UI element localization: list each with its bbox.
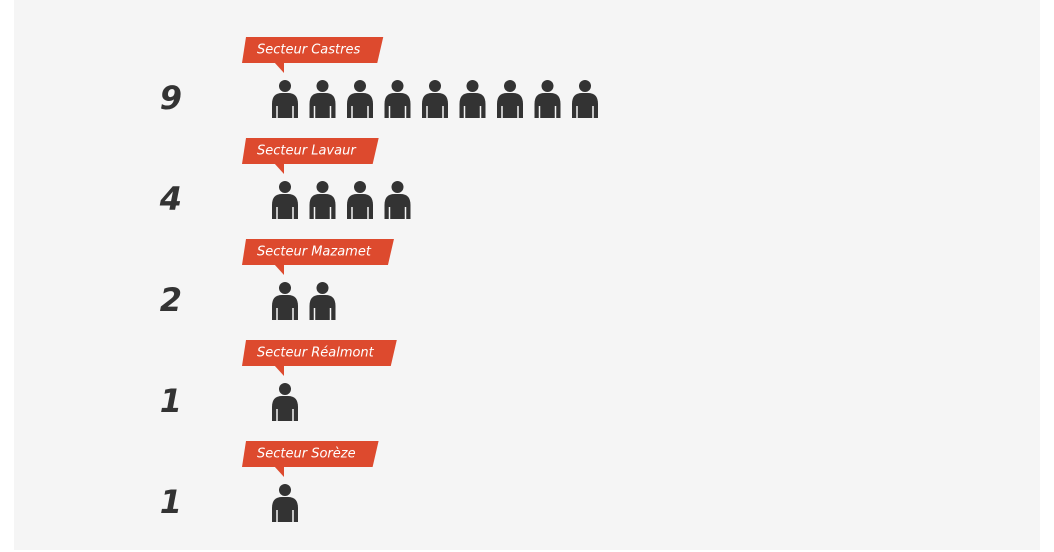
person-body [459,93,486,118]
person-head [279,181,291,193]
category-label: Secteur Lavaur [257,144,357,159]
category-tag: Secteur Mazamet [242,239,394,275]
person-head [279,484,291,496]
category-label: Secteur Castres [257,43,360,58]
person-head [279,282,291,294]
person-head [391,181,404,193]
category-tag: Secteur Sorèze [242,441,379,477]
person-body [347,93,373,118]
category-tag: Secteur Castres [242,37,384,73]
person-body [309,194,336,219]
person-body [272,497,298,522]
tag-pointer [274,163,284,174]
person-body [272,93,298,118]
person-head [466,80,479,92]
person-body [309,295,336,320]
person-body [422,93,448,118]
value-label: 2 [160,281,182,319]
person-body [272,194,298,219]
category-label: Secteur Mazamet [257,245,372,260]
person-head [354,181,366,193]
tag-shape [242,37,384,63]
person-head [391,80,404,92]
tag-pointer [274,365,284,376]
person-body [272,396,298,421]
person-head [541,80,554,92]
person-head [316,181,329,193]
tag-shape [242,138,379,164]
person-body [272,295,298,320]
icon-row [272,181,411,219]
person-head [316,282,329,294]
person-head [354,80,366,92]
person-head [429,80,441,92]
category-tag: Secteur Lavaur [242,138,379,174]
tag-pointer [274,62,284,73]
person-body [572,93,598,118]
tag-shape [242,441,379,467]
icon-row [272,484,298,522]
category-tag: Secteur Réalmont [242,340,397,376]
person-body [384,194,411,219]
person-body [384,93,411,118]
person-body [497,93,523,118]
category-label: Secteur Sorèze [257,447,356,462]
tag-shape [242,340,397,366]
background [14,0,1040,550]
person-head [279,383,291,395]
value-label: 1 [160,483,182,521]
person-head [579,80,591,92]
value-label: 1 [160,382,182,420]
value-label: 4 [159,180,182,218]
person-body [309,93,336,118]
tag-pointer [274,264,284,275]
value-label: 9 [160,79,182,117]
tag-pointer [274,466,284,477]
person-body [347,194,373,219]
tag-shape [242,239,394,265]
icon-row [272,282,336,320]
person-head [279,80,291,92]
category-label: Secteur Réalmont [257,346,375,361]
person-body [534,93,561,118]
icon-row [272,80,598,118]
person-head [316,80,329,92]
person-head [504,80,516,92]
icon-row [272,383,298,421]
